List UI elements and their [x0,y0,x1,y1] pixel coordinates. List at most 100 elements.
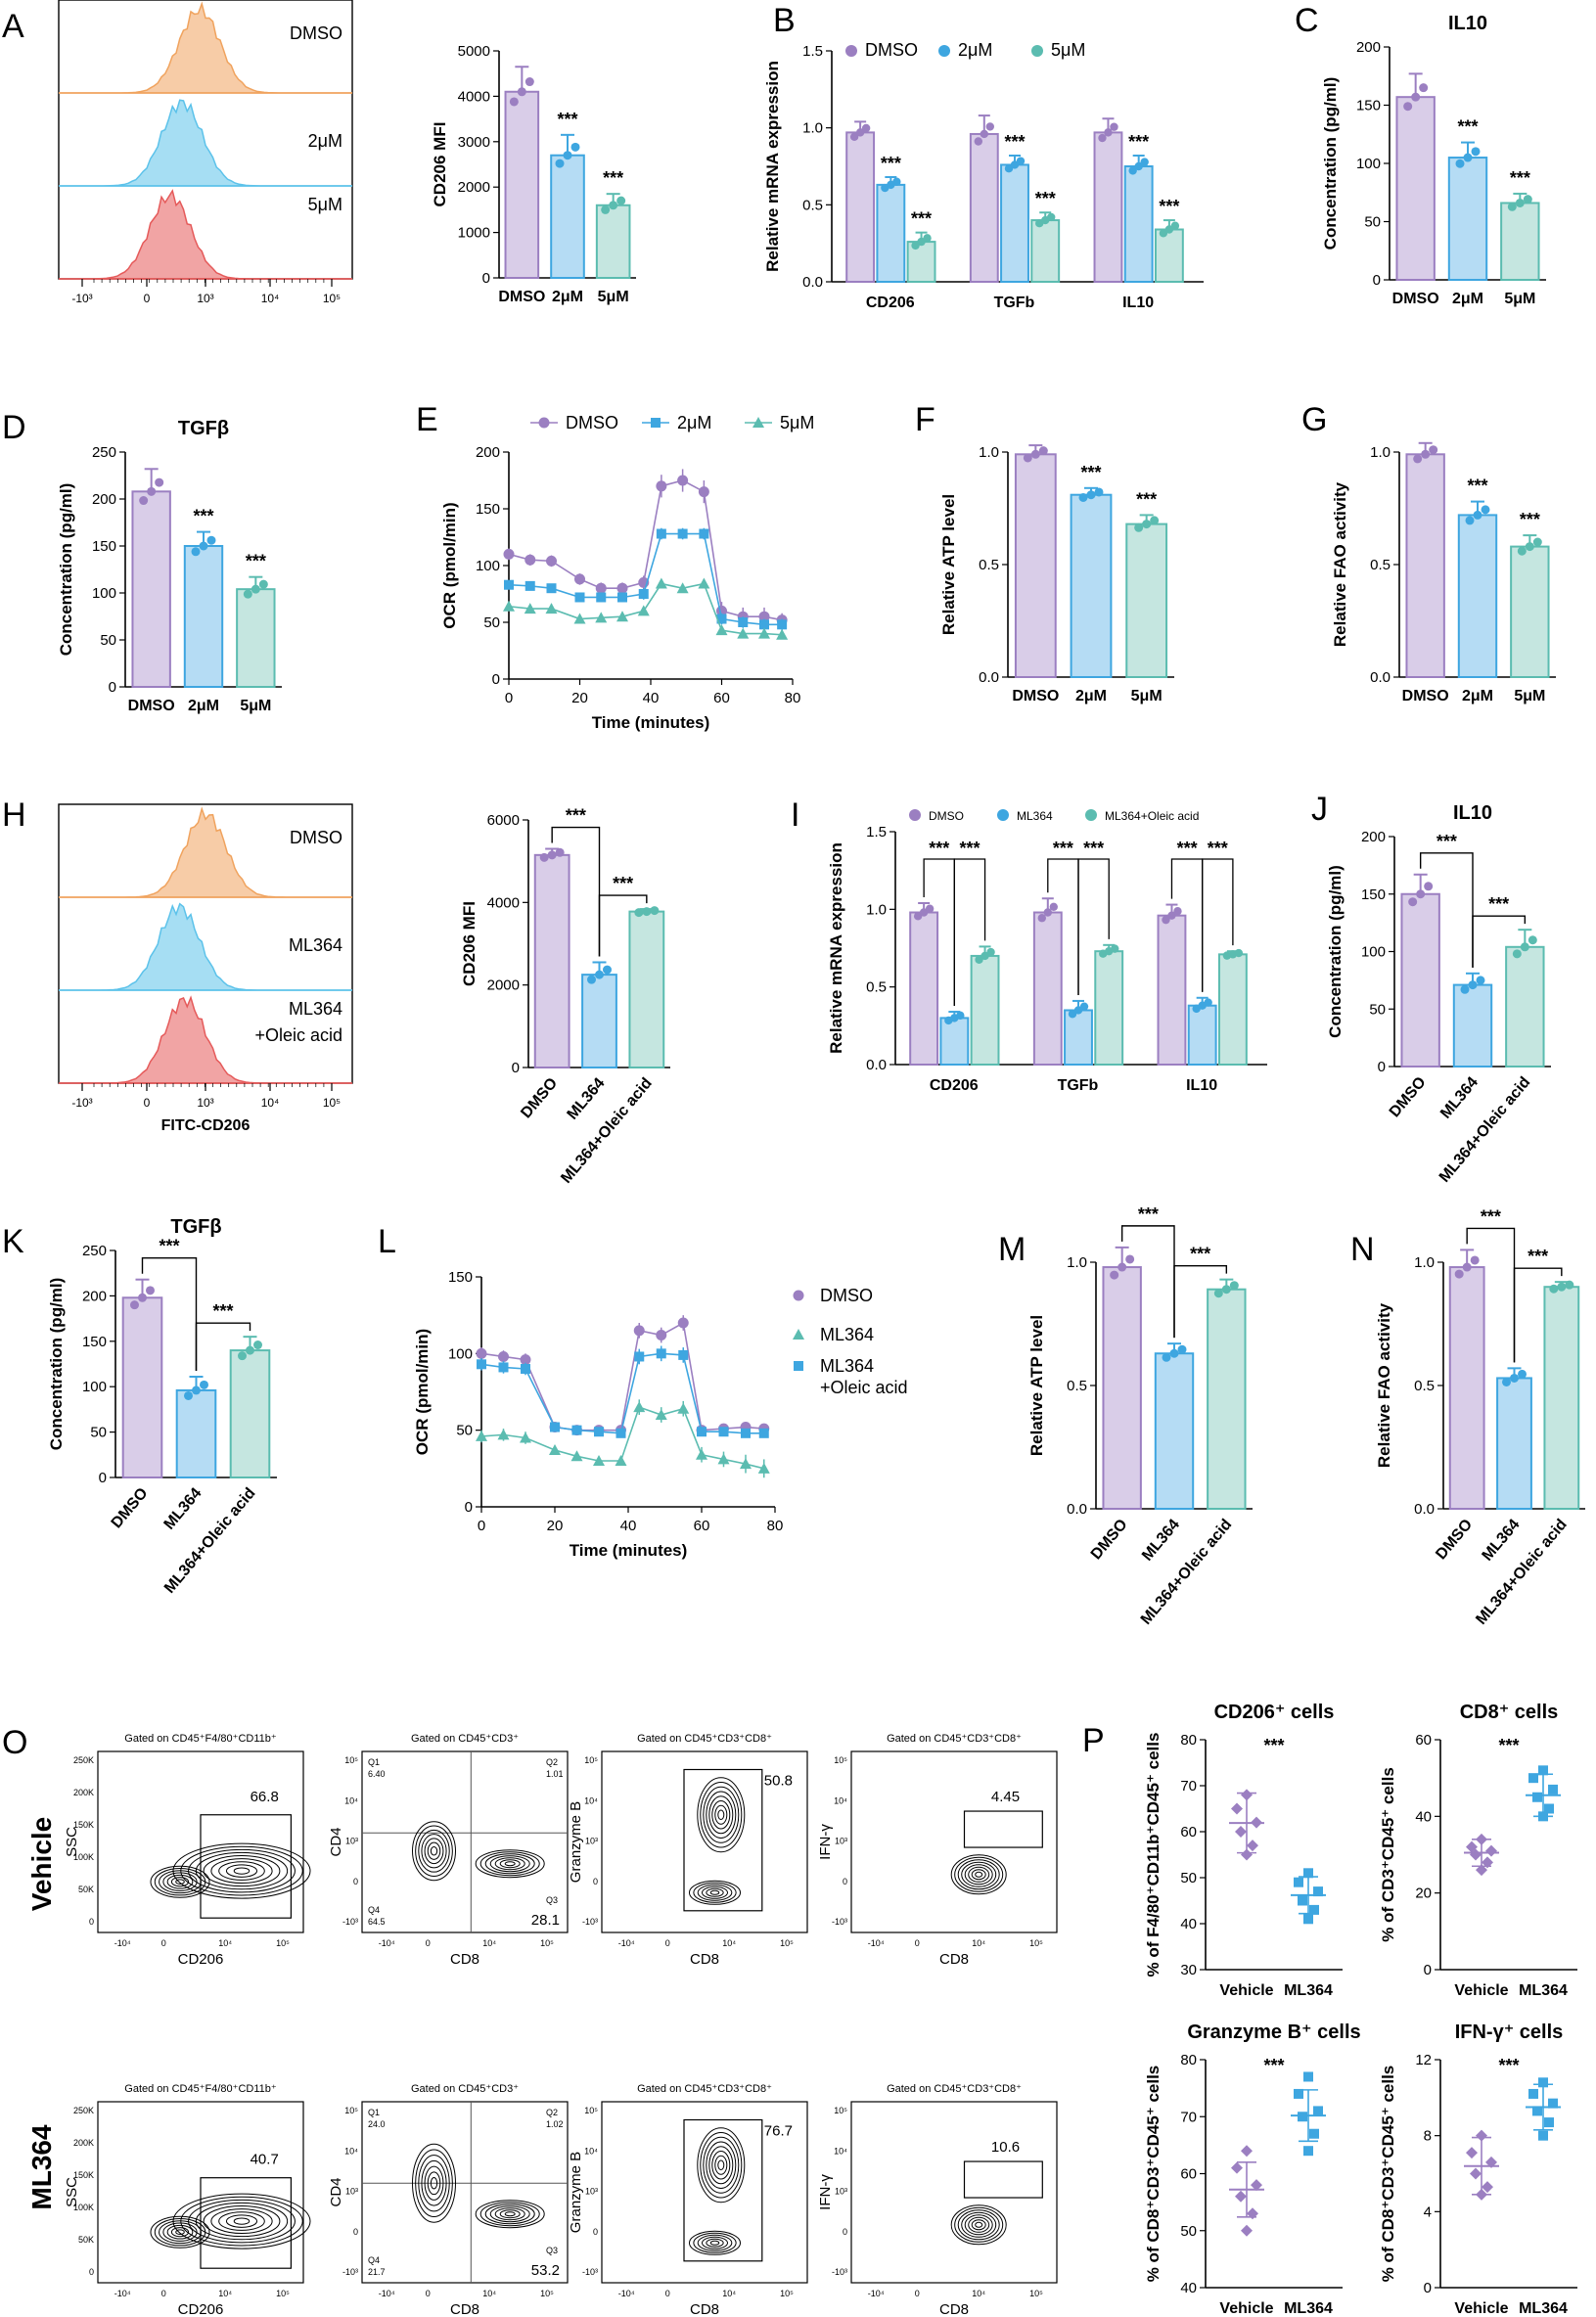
contour [968,1866,990,1883]
quadrant-name: Q4 [368,1905,380,1915]
dot [1110,1270,1119,1280]
flow-xtick: 0 [665,2289,670,2298]
contour [971,2219,986,2231]
contour [210,1858,273,1885]
contour [427,2171,441,2196]
point [476,1347,487,1359]
point [676,582,689,594]
dot [570,142,580,152]
chart-p3-ytick-label: 50 [1180,2223,1197,2240]
dot [1173,907,1182,916]
dot [986,947,995,957]
chart-g: 0.0 0.5 1.0 Relative FAO activity DMSO 2μM ***… [1331,441,1556,704]
chart-l-ytick-label: 150 [448,1269,473,1286]
legend-marker [909,809,921,821]
sig-label: *** [1083,839,1104,858]
chart-a-ytick-label: 5000 [458,43,490,60]
xtick-label: ML364 [565,1075,609,1123]
contour [975,1871,983,1878]
panel-label-o: O [2,1724,27,1761]
dot [547,850,557,860]
dot [1454,1269,1464,1279]
quadrant-value: 6.40 [368,1769,386,1779]
chart-b-ytick-label: 1.5 [802,43,823,60]
chart-p3-ytick-label: 40 [1180,2280,1197,2296]
dot [555,159,565,168]
xtick-label: Vehicle [1219,2300,1273,2317]
dot [1463,153,1473,162]
gate-box [963,2160,1043,2199]
point [521,1364,530,1374]
dot [1094,487,1104,497]
sig-bracket [1419,852,1474,968]
bar [970,954,1000,1067]
chart-p1-ytick-label: 30 [1180,1962,1197,1978]
dot [980,129,988,139]
sig-label: *** [159,1237,179,1256]
chart-j: 0 50 100 150 200 Concentration (pg/ml) DMSO ML3… [1326,802,1551,1186]
flow-ytick: 10⁵ [344,2106,358,2115]
contour [950,1854,1007,1895]
flow-ytick: 10⁴ [344,1795,358,1805]
dot [1049,902,1059,911]
chart-b-ytick-label: 0.0 [802,274,823,291]
dot [1221,1285,1231,1295]
dot [1170,221,1180,230]
xtick-label: ML364 [1284,1982,1333,1999]
flow-ytick: 10³ [345,2187,358,2197]
point [524,603,536,614]
bar [845,131,876,283]
point [503,600,515,612]
flow-xtick: 10⁴ [972,2289,985,2298]
gate-value: 10.6 [991,2139,1020,2156]
dot [1030,449,1040,459]
xtick-label: DMSO [498,289,545,305]
point [1538,2077,1548,2088]
dot [1150,516,1160,525]
legend-label: 5μM [780,413,814,432]
dot [1549,1284,1559,1294]
point [716,613,727,624]
flow-xlabel: CD8 [939,1951,969,1968]
histogram-curve [59,1,352,94]
point [476,1430,487,1441]
point [573,613,586,624]
row-label-vehicle: Vehicle [26,1817,57,1912]
gate-box [200,1814,293,1919]
flow-ytick: 200K [73,1788,94,1797]
chart-d: 0 50 100 150 200 250 Concentration (pg/ml) DMSO… [57,418,282,714]
contour [697,1777,746,1853]
flow-xlabel: CD8 [690,1951,719,1968]
sig-label: *** [1159,197,1179,216]
gate-box [200,2177,293,2269]
point [793,1329,804,1340]
gate-value: 4.45 [991,1789,1020,1805]
contour [693,1882,737,1903]
contour [709,1889,720,1895]
chart-j-ytick-label: 100 [1361,944,1386,961]
dot [913,912,923,921]
chart-i-ytick-label: 1.5 [866,824,887,840]
dot [192,1386,201,1395]
dot [1229,1281,1239,1291]
contour [415,1825,453,1877]
contour [424,1838,444,1865]
bar [1154,228,1184,283]
chart-i-ylabel: Relative mRNA expression [827,842,845,1054]
point [1313,1886,1323,1897]
chart-n-ytick-label: 1.0 [1414,1254,1435,1271]
bar [1187,1004,1217,1066]
gate-header: Gated on CD45⁺CD3⁺CD8⁺ [887,1733,1022,1745]
contour [494,1857,525,1871]
flow-ml364-1: Gated on CD45⁺CD3⁺ CD4 CD8 -10⁴ 0 10⁴ 10⁵ 10⁵ 10… [328,2083,569,2317]
flow-xtick: -10⁴ [379,1938,395,1948]
histogram-a: DMSO 2μM 5μM -10³ 0 10³ 10⁴ 10⁵ [58,0,353,305]
chart-b: 0.0 0.5 1.0 1.5 Relative mRNA expression *** *… [763,40,1204,311]
flow-xtick: -10⁴ [379,2289,395,2298]
contour [975,2221,983,2228]
panel-label-j: J [1311,791,1328,828]
flow-xtick: 10⁵ [540,1938,554,1948]
flow-ylabel: Granzyme B [568,1801,584,1883]
chart-n-ytick-label: 0.5 [1414,1378,1435,1394]
dot [1528,935,1537,945]
